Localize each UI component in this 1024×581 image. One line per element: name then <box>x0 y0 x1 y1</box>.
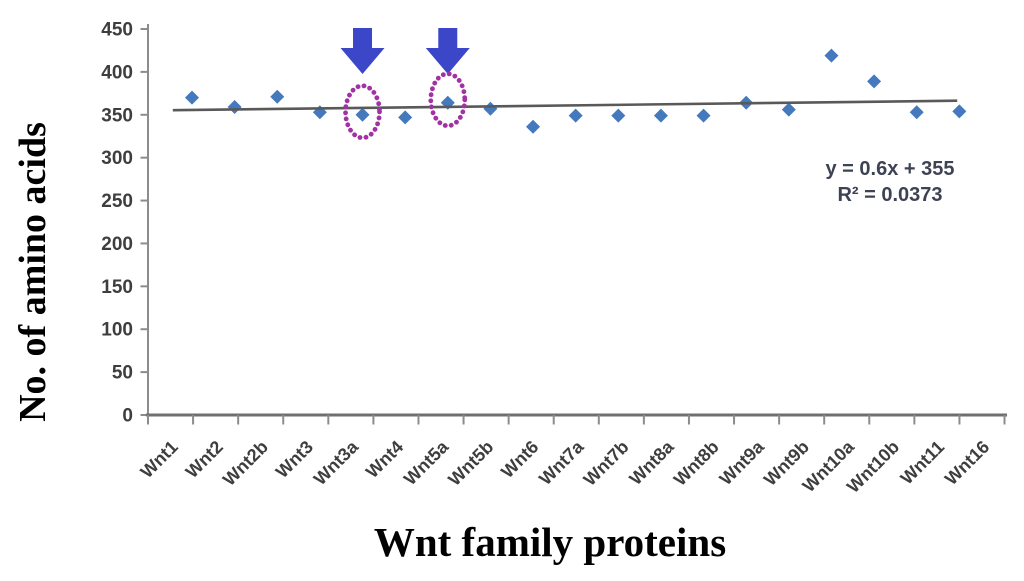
down-arrow-icon <box>340 28 385 74</box>
data-point-diamond <box>355 107 370 122</box>
data-point-diamond <box>781 102 796 117</box>
x-axis-title: Wnt family proteins <box>373 519 727 565</box>
x-category-label: Wnt8a <box>625 436 678 489</box>
y-tick-label: 200 <box>101 234 133 255</box>
y-tick-label: 300 <box>101 148 133 169</box>
x-category-label: Wnt8b <box>670 437 723 490</box>
data-point-diamond <box>696 108 711 123</box>
x-category-label: Wnt11 <box>897 437 949 489</box>
x-category-label: Wnt9a <box>716 436 769 489</box>
y-tick-label: 250 <box>101 191 133 212</box>
y-tick-label: 150 <box>101 277 133 298</box>
dotted-circle <box>428 71 468 129</box>
x-category-label: Wnt5a <box>400 436 453 489</box>
data-point-diamond <box>867 74 882 89</box>
data-point-diamond <box>398 110 413 125</box>
x-category-label: Wnt3a <box>310 436 363 489</box>
x-category-label: Wnt2b <box>219 437 272 490</box>
data-point-diamond <box>270 89 285 104</box>
y-tick-label: 450 <box>101 20 133 41</box>
data-points <box>185 48 967 134</box>
dotted-circle <box>343 83 382 141</box>
x-category-label: Wnt16 <box>941 437 993 489</box>
data-point-diamond <box>526 119 541 134</box>
x-category-label: Wnt7a <box>535 436 588 489</box>
data-point-diamond <box>653 108 668 123</box>
equation-text: y = 0.6x + 355 <box>825 158 955 180</box>
data-point-diamond <box>909 105 924 120</box>
data-point-diamond <box>227 100 242 115</box>
annotations <box>340 28 470 141</box>
trendline <box>172 99 958 112</box>
y-tick-label: 100 <box>101 320 133 341</box>
y-tick-label: 400 <box>101 62 133 83</box>
x-category-label: Wnt7b <box>580 437 633 490</box>
trend-line <box>172 99 958 112</box>
x-category-label: Wnt1 <box>137 437 182 482</box>
trendline-label: y = 0.6x + 355 R² = 0.0373 <box>800 156 980 208</box>
r-squared-text: R² = 0.0373 <box>837 184 943 206</box>
data-point-diamond <box>824 48 839 63</box>
y-tick-label: 50 <box>112 363 133 384</box>
data-point-diamond <box>568 108 583 123</box>
y-tick-label: 0 <box>122 406 133 427</box>
y-tick-label: 350 <box>101 105 133 126</box>
data-point-diamond <box>185 90 199 105</box>
down-arrow-icon <box>425 28 470 74</box>
y-axis: 0 50 100 150 200 250 300 350 400 450 <box>101 20 149 427</box>
y-axis-title: No. of amino acids <box>12 122 54 422</box>
data-point-diamond <box>952 104 967 119</box>
data-point-diamond <box>483 101 498 116</box>
data-point-diamond <box>611 108 626 123</box>
x-category-label: Wnt5b <box>444 437 497 490</box>
